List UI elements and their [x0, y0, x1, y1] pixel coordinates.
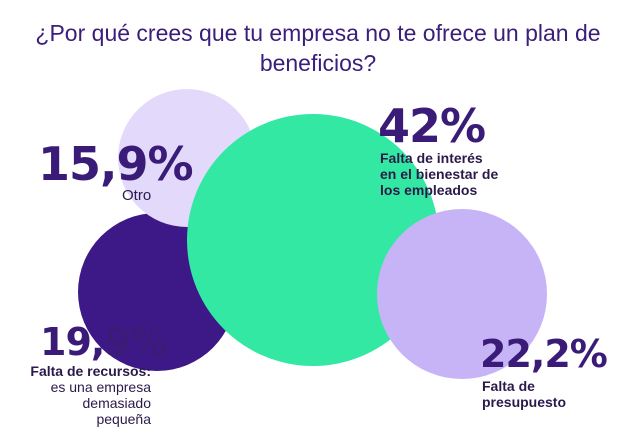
- value-label-otro: 15,9%: [38, 137, 194, 191]
- category-label-otro: Otro: [122, 188, 151, 204]
- value-label-falta-de-interes: 42%: [378, 99, 486, 153]
- category-label-line: Falta de interés: [380, 150, 483, 166]
- value-label-falta-de-recursos: 19,9%: [40, 320, 168, 364]
- value-label-falta-de-presupuesto: 22,2%: [480, 332, 608, 376]
- category-label-line: Otro: [122, 187, 152, 204]
- category-label-line: Falta de: [482, 378, 535, 394]
- category-label-falta-de-interes: Falta de interés en el bienestar de los …: [380, 150, 498, 198]
- chart-title-text: ¿Por qué crees que tu empresa no te ofre…: [35, 20, 601, 76]
- category-label-line: en el bienestar de: [380, 166, 499, 182]
- bubble-falta-de-presupuesto: [377, 209, 547, 379]
- chart-title: ¿Por qué crees que tu empresa no te ofre…: [30, 18, 606, 78]
- category-label-line: los empleados: [380, 182, 478, 198]
- category-label-line: pequeña: [96, 411, 151, 427]
- category-label-falta-de-recursos: Falta de recursos: es una empresa demasi…: [16, 363, 151, 427]
- category-label-line: es una empresa: [50, 379, 151, 395]
- category-label-line: demasiado: [82, 395, 152, 411]
- category-label-line: presupuesto: [482, 394, 567, 410]
- category-label-line: Falta de recursos:: [30, 363, 151, 379]
- category-label-falta-de-presupuesto: Falta de presupuesto: [482, 378, 566, 410]
